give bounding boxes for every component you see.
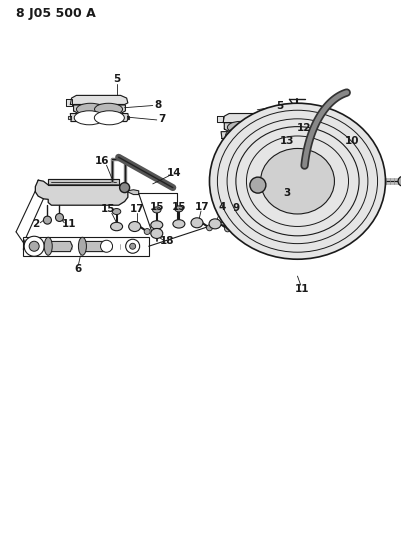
Text: 10: 10 [344,136,358,146]
Ellipse shape [24,236,44,256]
Ellipse shape [152,207,160,213]
Ellipse shape [126,239,139,253]
Ellipse shape [260,149,334,214]
Ellipse shape [249,177,265,193]
Text: 3: 3 [282,188,290,198]
Ellipse shape [130,243,135,249]
Ellipse shape [94,111,124,125]
Ellipse shape [119,183,129,192]
Polygon shape [48,179,118,185]
Ellipse shape [128,222,140,231]
Polygon shape [128,190,138,195]
Ellipse shape [74,111,104,125]
Ellipse shape [174,206,182,212]
Text: 4: 4 [218,202,225,212]
Ellipse shape [43,216,51,224]
Ellipse shape [150,229,162,238]
Ellipse shape [29,241,39,251]
Ellipse shape [190,218,203,228]
Ellipse shape [150,221,162,229]
Ellipse shape [209,219,221,229]
Text: 7: 7 [158,115,165,124]
Text: 8: 8 [154,100,161,110]
Polygon shape [65,99,71,106]
Text: 15: 15 [171,202,186,212]
Text: 5: 5 [113,74,120,84]
Ellipse shape [172,220,184,228]
Ellipse shape [244,122,269,133]
Polygon shape [70,114,128,122]
Ellipse shape [224,216,237,230]
Text: 16: 16 [95,156,109,166]
Text: 11: 11 [62,219,76,229]
Polygon shape [126,116,129,119]
Text: 14: 14 [166,168,180,177]
Polygon shape [223,114,275,123]
Ellipse shape [100,240,112,252]
Text: 15: 15 [149,203,164,212]
Text: 11: 11 [294,285,309,294]
Bar [23,237,148,256]
Ellipse shape [225,128,253,142]
Ellipse shape [227,219,234,227]
Ellipse shape [206,225,212,231]
Text: 9: 9 [231,203,239,213]
Text: 13: 13 [279,136,294,146]
Ellipse shape [55,213,63,222]
Polygon shape [68,116,71,119]
Polygon shape [70,95,128,104]
Ellipse shape [144,229,150,235]
Ellipse shape [227,122,253,133]
Ellipse shape [397,176,401,186]
Polygon shape [221,132,275,139]
Polygon shape [73,105,125,114]
Text: 12: 12 [296,123,311,133]
Ellipse shape [94,103,122,115]
Text: 18: 18 [159,237,174,246]
Ellipse shape [209,103,385,259]
Text: 17: 17 [194,202,209,212]
Ellipse shape [110,222,122,231]
Text: 6: 6 [74,264,81,274]
Ellipse shape [44,237,52,255]
Ellipse shape [224,226,230,232]
Polygon shape [217,116,223,122]
Polygon shape [48,241,72,252]
Text: 15: 15 [101,204,115,214]
Ellipse shape [76,103,104,115]
Text: 8 J05 500 A: 8 J05 500 A [16,7,95,20]
Text: 17: 17 [130,204,144,214]
Text: 2: 2 [32,219,39,229]
Text: 5: 5 [275,101,282,110]
Polygon shape [35,180,128,205]
Ellipse shape [78,237,86,255]
Ellipse shape [244,128,272,142]
Ellipse shape [112,208,120,214]
Polygon shape [224,123,273,132]
Polygon shape [82,241,108,252]
